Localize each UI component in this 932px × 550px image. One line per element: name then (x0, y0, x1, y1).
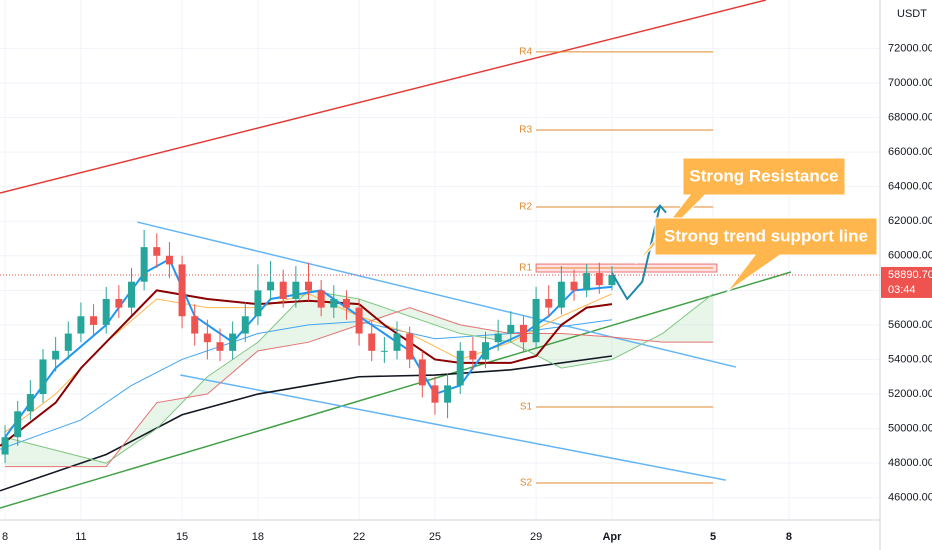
x-tick-label: Apr (602, 531, 622, 543)
x-tick-label: 5 (710, 531, 716, 543)
candle-body (1, 437, 9, 455)
candle-body (39, 359, 47, 395)
candle-body (14, 411, 22, 438)
y-tick-label: 66000.00 (888, 146, 932, 158)
y-tick-label: 48000.00 (888, 457, 932, 469)
candle-body (64, 333, 72, 351)
candle-body (406, 333, 414, 360)
candle-body (317, 290, 325, 308)
pivot-label: R2 (519, 202, 532, 213)
candle-body (444, 385, 452, 403)
projection-arrow (653, 204, 667, 214)
trend-line (0, 0, 767, 194)
pivot-label: R4 (519, 46, 532, 57)
pivot-label: S2 (520, 478, 533, 489)
candle-body (532, 298, 540, 343)
x-tick-label: 15 (176, 531, 188, 543)
trend-line (180, 374, 726, 481)
y-tick-label: 72000.00 (888, 42, 932, 54)
y-tick-label: 54000.00 (888, 353, 932, 365)
candle-body (507, 324, 515, 334)
indicator-line (0, 355, 613, 492)
y-tick-label: 56000.00 (888, 319, 932, 331)
indicator-line (5, 307, 714, 468)
last-price-box (881, 266, 932, 298)
plot-area: R4 R3 R2 R1 S1 S2 (0, 0, 880, 509)
candle-body (368, 333, 376, 351)
candle-body (418, 359, 426, 386)
x-tick-label: 8 (2, 531, 8, 543)
currency: USDT (897, 8, 927, 20)
candle-body (494, 333, 502, 343)
candle-body (393, 333, 401, 351)
candle-body (545, 298, 553, 308)
candle-body (90, 316, 98, 325)
last-price-label: 58890.70 (888, 269, 932, 281)
candle-body (482, 342, 490, 360)
candle-body (77, 316, 85, 334)
x-tick-label: 29 (530, 531, 542, 543)
candle-body (241, 316, 249, 334)
y-tick-label: 60000.00 (888, 250, 932, 262)
candle-body (26, 394, 34, 412)
x-tick-label: 11 (75, 531, 86, 543)
candle-body (469, 350, 477, 360)
x-tick-label: 25 (429, 531, 441, 543)
candle-body (52, 350, 60, 360)
candle-body (153, 247, 161, 256)
candle-body (380, 350, 388, 352)
candle-body (102, 298, 110, 325)
candle-body (305, 281, 313, 291)
candle-body (342, 298, 350, 308)
candle-body (115, 298, 123, 308)
candle-body (570, 281, 578, 291)
candle-body (216, 342, 224, 351)
candle-body (355, 307, 363, 334)
candle-body (203, 333, 211, 343)
grid (0, 0, 880, 520)
candle-body (178, 264, 186, 317)
y-tick-label: 64000.00 (888, 181, 932, 193)
candle-body (127, 281, 135, 308)
y-tick-label: 62000.00 (888, 215, 932, 227)
annotation: Strong trend support line (664, 226, 868, 245)
candle-body (254, 290, 262, 317)
y-tick-label: 50000.00 (888, 422, 932, 434)
candle-body (330, 298, 338, 308)
candle-body (583, 273, 591, 291)
pivot-label: S1 (520, 402, 533, 413)
callout-box (654, 217, 878, 293)
y-tick-label: 68000.00 (888, 111, 932, 123)
x-tick-label: 22 (353, 531, 365, 543)
candle-body (456, 350, 464, 386)
candle-body (557, 281, 565, 308)
pivot-label: R3 (519, 125, 532, 136)
candle-body (267, 281, 275, 291)
candle-body (279, 281, 287, 299)
x-tick-label: 8 (786, 531, 792, 543)
candle-body (431, 385, 439, 403)
countdown: 03:44 (888, 284, 916, 296)
candle-body (165, 255, 173, 265)
trend-line (137, 221, 737, 368)
y-tick-label: 52000.00 (888, 388, 932, 400)
candle-body (229, 333, 237, 351)
x-tick-label: 18 (252, 531, 264, 543)
pivot-label: R1 (519, 263, 532, 274)
trend-line (0, 271, 792, 509)
candle-body (519, 324, 527, 343)
candle-body (292, 281, 300, 299)
candle-body (595, 273, 603, 286)
y-tick-label: 70000.00 (888, 77, 932, 89)
y-tick-label: 46000.00 (888, 492, 932, 504)
projection-path (611, 205, 661, 301)
candle-body (140, 247, 148, 282)
callout-resistance: Strong Resistance (635, 157, 846, 265)
indicator-line (4, 289, 714, 464)
callout-support: Strong trend support line (654, 217, 878, 293)
candle-body (191, 316, 199, 334)
candle-body (608, 274, 616, 286)
annotation: Strong Resistance (689, 166, 838, 185)
